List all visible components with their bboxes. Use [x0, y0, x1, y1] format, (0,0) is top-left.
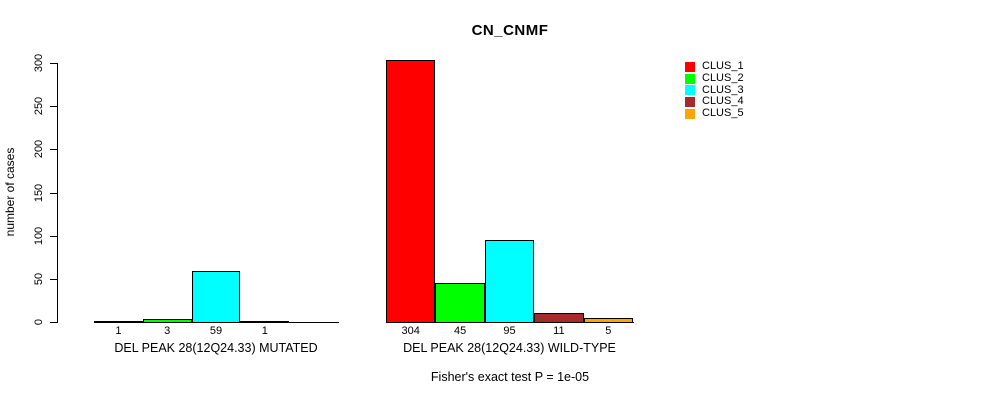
bar-count-label: 304 [401, 325, 420, 337]
bar-clus_1 [94, 321, 143, 323]
y-tick-mark [50, 322, 57, 323]
y-tick-mark [50, 106, 57, 108]
bar-clus_2 [435, 283, 485, 323]
legend-row: CLUS_1 [685, 61, 744, 73]
legend-swatch-clus-3 [685, 85, 695, 96]
legend-swatch-clus-1 [685, 61, 695, 72]
fisher-test-footnote: Fisher's exact test P = 1e-05 [430, 370, 590, 384]
legend-swatch-clus-4 [685, 96, 695, 107]
legend: CLUS_1 CLUS_2 CLUS_3 CLUS_4 CLUS_5 [685, 61, 744, 119]
y-axis-line [57, 63, 58, 323]
y-tick-label: 50 [33, 272, 45, 285]
legend-label: CLUS_5 [702, 107, 744, 120]
legend-swatch-clus-2 [685, 73, 695, 84]
bar-count-label: 1 [261, 325, 268, 337]
bar-clus_1 [386, 60, 436, 323]
legend-label: CLUS_3 [702, 83, 744, 96]
y-tick-label: 250 [33, 96, 45, 116]
legend-row: CLUS_3 [685, 84, 744, 96]
y-axis-label: number of cases [3, 147, 17, 237]
y-tick-mark [50, 278, 57, 280]
legend-label: CLUS_4 [702, 95, 744, 108]
y-tick-label: 100 [33, 226, 45, 245]
bar-clus_5 [583, 318, 633, 323]
bar-clus_2 [142, 319, 192, 323]
y-tick-label: 200 [33, 140, 45, 159]
legend-label: CLUS_1 [702, 60, 744, 73]
legend-row: CLUS_2 [685, 73, 744, 85]
bar-count-label: 1 [115, 325, 122, 337]
y-tick-mark [50, 63, 57, 64]
bar-clus_4 [240, 321, 290, 323]
bar-count-label: 59 [209, 325, 223, 337]
legend-label: CLUS_2 [702, 72, 744, 85]
bar-count-label: 5 [605, 325, 612, 337]
bar-count-label: 95 [503, 325, 516, 337]
bar-count-label: 45 [453, 325, 467, 337]
bar-clus_3 [484, 240, 535, 323]
y-tick-label: 0 [33, 318, 45, 326]
y-tick-mark [50, 149, 57, 151]
legend-row: CLUS_4 [685, 96, 744, 108]
y-tick-mark [50, 235, 57, 237]
y-tick-mark [50, 192, 57, 194]
y-tick-label: 150 [33, 183, 45, 202]
chart-title: CN_CNMF [471, 22, 549, 39]
bar-count-label: 11 [553, 325, 565, 337]
bar-count-label: 3 [164, 325, 171, 337]
legend-row: CLUS_5 [685, 108, 744, 120]
group-label: DEL PEAK 28(12Q24.33) WILD-TYPE [403, 341, 616, 355]
group-label: DEL PEAK 28(12Q24.33) MUTATED [114, 341, 318, 355]
bar-clus_3 [191, 271, 241, 323]
bar-clus_4 [534, 313, 584, 323]
y-tick-label: 300 [33, 53, 45, 73]
legend-swatch-clus-5 [685, 108, 695, 119]
